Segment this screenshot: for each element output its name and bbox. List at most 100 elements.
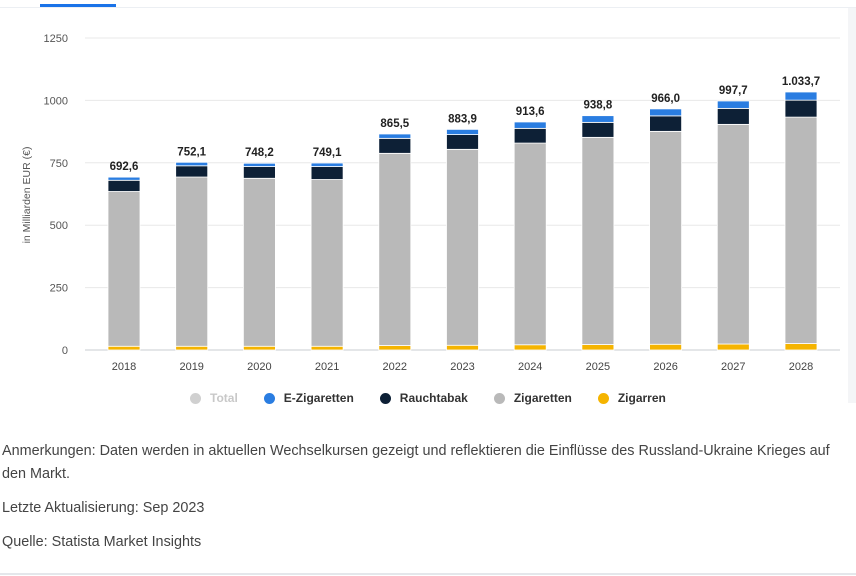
bar-stack-2028[interactable] [784,91,818,351]
total-label-2018: 692,6 [110,161,139,173]
bar-segment-rauchtabak-2023[interactable] [446,134,479,150]
total-label-2020: 748,2 [245,147,274,159]
total-label-2027: 997,7 [719,85,748,97]
bar-segment-zigaretten-2028[interactable] [784,116,818,344]
x-tick-label-2024: 2024 [518,361,542,373]
bar-segment-zigarren-2026[interactable] [649,343,682,351]
bar-segment-zigarren-2022[interactable] [378,345,412,351]
legend-label: Total [210,391,238,405]
legend-item-zigarren[interactable]: Zigarren [597,391,666,405]
notes-text: Anmerkungen: Daten werden in aktuellen W… [2,443,830,482]
y-tick-label: 0 [62,345,68,357]
bar-segment-zigaretten-2018[interactable] [107,191,141,347]
y-tick-label: 750 [50,158,68,170]
bar-segment-zigaretten-2025[interactable] [581,136,615,345]
x-tick-label-2028: 2028 [789,361,813,373]
bar-segment-rauchtabak-2026[interactable] [649,115,682,132]
y-tick-label: 1000 [44,95,68,107]
bar-segment-rauchtabak-2021[interactable] [310,166,344,180]
bar-segment-e-zigaretten-2020[interactable] [242,162,276,167]
y-axis-label: in Milliarden EUR (€) [21,147,33,244]
bar-stack-2018[interactable] [107,176,141,351]
bar-segment-zigaretten-2022[interactable] [378,152,412,346]
x-tick-label-2020: 2020 [247,361,271,373]
legend-dot-icon [190,392,201,404]
bar-segment-zigaretten-2027[interactable] [716,123,750,345]
total-label-2024: 913,6 [516,106,545,118]
bar-segment-e-zigaretten-2022[interactable] [378,133,412,139]
bar-segment-zigarren-2020[interactable] [242,345,276,351]
bar-segment-rauchtabak-2020[interactable] [242,166,276,179]
bar-segment-zigaretten-2019[interactable] [175,176,209,347]
bar-segment-zigaretten-2024[interactable] [513,142,547,346]
bar-segment-zigarren-2018[interactable] [107,345,141,351]
total-label-2023: 883,9 [448,113,477,125]
bar-stack-2019[interactable] [175,161,209,351]
bar-segment-e-zigaretten-2019[interactable] [175,161,209,167]
x-tick-label-2025: 2025 [586,361,610,373]
bar-segment-zigaretten-2020[interactable] [242,177,276,347]
legend-item-zigaretten[interactable]: Zigaretten [493,391,572,405]
y-tick-label: 250 [50,283,68,295]
bar-segment-e-zigaretten-2023[interactable] [446,128,479,135]
bar-segment-zigaretten-2023[interactable] [446,148,479,346]
x-tick-label-2022: 2022 [383,361,407,373]
bar-stack-2027[interactable] [716,100,750,351]
legend-label: E-Zigaretten [283,391,354,405]
bar-segment-zigarren-2027[interactable] [716,343,750,351]
bar-segment-e-zigaretten-2025[interactable] [581,115,615,123]
bar-segment-zigaretten-2021[interactable] [310,179,344,347]
bar-segment-zigarren-2025[interactable] [581,344,615,351]
x-tick-label-2026: 2026 [653,361,677,373]
legend-dot-icon [263,392,275,404]
total-label-2022: 865,5 [380,118,409,130]
legend-item-e-zigaretten[interactable]: E-Zigaretten [263,391,354,405]
bar-segment-e-zigaretten-2026[interactable] [649,108,682,117]
bar-segment-zigarren-2028[interactable] [784,343,818,351]
legend-item-total[interactable]: Total [190,391,238,405]
bar-stack-2022[interactable] [378,133,412,351]
bar-segment-rauchtabak-2018[interactable] [107,179,141,192]
x-tick-label-2021: 2021 [315,361,339,373]
bar-segment-zigaretten-2026[interactable] [649,130,682,345]
legend-label: Zigarren [617,391,666,405]
bar-segment-zigarren-2021[interactable] [310,345,344,351]
bar-stack-2025[interactable] [581,115,615,351]
bar-segment-zigarren-2023[interactable] [446,344,479,351]
x-axis-ticks: 2018 2019 2020 2021 2022 2023 2024 2025 2026 2027… [112,361,813,373]
bar-segment-rauchtabak-2022[interactable] [378,137,412,154]
bar-segment-rauchtabak-2028[interactable] [784,99,818,118]
total-label-2019: 752,1 [177,146,206,158]
bar-segment-rauchtabak-2019[interactable] [175,165,209,178]
legend-label: Rauchtabak [399,391,468,405]
x-tick-label-2027: 2027 [721,361,745,373]
bar-stack-2023[interactable] [446,128,479,351]
bar-stack-2021[interactable] [310,162,344,351]
bar-segment-zigarren-2019[interactable] [175,345,209,351]
total-labels: 692,6 752,1 748,2 749,1 865,5 883,9 913,6 938,8… [110,76,821,173]
x-tick-label-2019: 2019 [179,361,203,373]
bar-segment-rauchtabak-2024[interactable] [513,127,547,144]
bar-segment-zigarren-2024[interactable] [513,344,547,351]
bar-segment-e-zigaretten-2018[interactable] [107,176,141,181]
bottom-divider [0,573,856,575]
legend-dot-icon [493,392,505,404]
bar-stack-2024[interactable] [513,121,547,351]
legend-label: Zigaretten [513,391,572,405]
chart-legend: Total E-Zigaretten Rauchtabak Zigaretten Zig… [190,390,692,406]
bar-segment-e-zigaretten-2027[interactable] [716,100,750,109]
bar-segment-e-zigaretten-2028[interactable] [784,91,818,101]
total-label-2025: 938,8 [584,100,613,112]
bar-segment-e-zigaretten-2021[interactable] [310,162,344,167]
total-label-2028: 1.033,7 [782,76,820,88]
y-tick-label: 1250 [44,33,68,45]
bar-stack-2020[interactable] [242,162,276,351]
bar-segment-rauchtabak-2025[interactable] [581,121,615,138]
total-label-2026: 966,0 [651,93,680,105]
legend-dot-icon [379,392,391,404]
bar-segment-rauchtabak-2027[interactable] [716,107,750,125]
x-tick-label-2023: 2023 [450,361,474,373]
bar-segment-e-zigaretten-2024[interactable] [513,121,547,129]
bar-stack-2026[interactable] [649,108,682,351]
legend-item-rauchtabak[interactable]: Rauchtabak [379,391,468,405]
